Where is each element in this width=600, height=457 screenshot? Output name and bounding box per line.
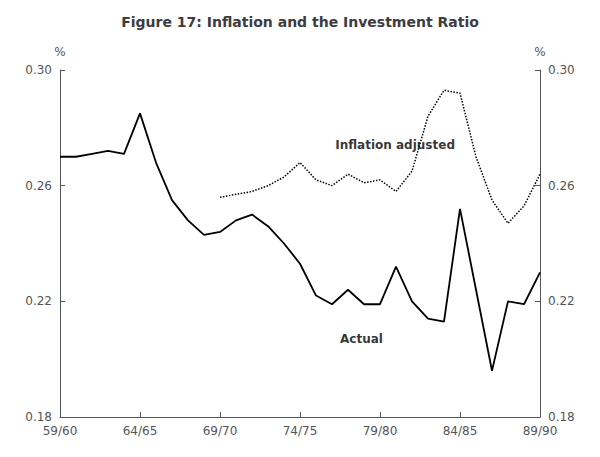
svg-text:79/80: 79/80: [363, 424, 398, 438]
svg-text:Figure 17: Inflation and the I: Figure 17: Inflation and the Investment …: [121, 14, 479, 30]
svg-text:84/85: 84/85: [443, 424, 478, 438]
svg-text:0.22: 0.22: [548, 294, 575, 308]
svg-text:89/90: 89/90: [523, 424, 558, 438]
svg-text:0.30: 0.30: [25, 63, 52, 77]
svg-text:Inflation adjusted: Inflation adjusted: [335, 138, 455, 152]
svg-text:69/70: 69/70: [203, 424, 238, 438]
svg-text:0.30: 0.30: [548, 63, 575, 77]
svg-text:0.22: 0.22: [25, 294, 52, 308]
svg-text:0.18: 0.18: [548, 410, 575, 424]
svg-text:0.26: 0.26: [548, 179, 575, 193]
svg-text:%: %: [54, 45, 65, 59]
svg-text:0.26: 0.26: [25, 179, 52, 193]
svg-text:64/65: 64/65: [123, 424, 158, 438]
svg-text:0.18: 0.18: [25, 410, 52, 424]
svg-text:74/75: 74/75: [283, 424, 318, 438]
svg-text:Actual: Actual: [340, 332, 383, 346]
svg-text:59/60: 59/60: [43, 424, 78, 438]
svg-text:%: %: [534, 45, 545, 59]
